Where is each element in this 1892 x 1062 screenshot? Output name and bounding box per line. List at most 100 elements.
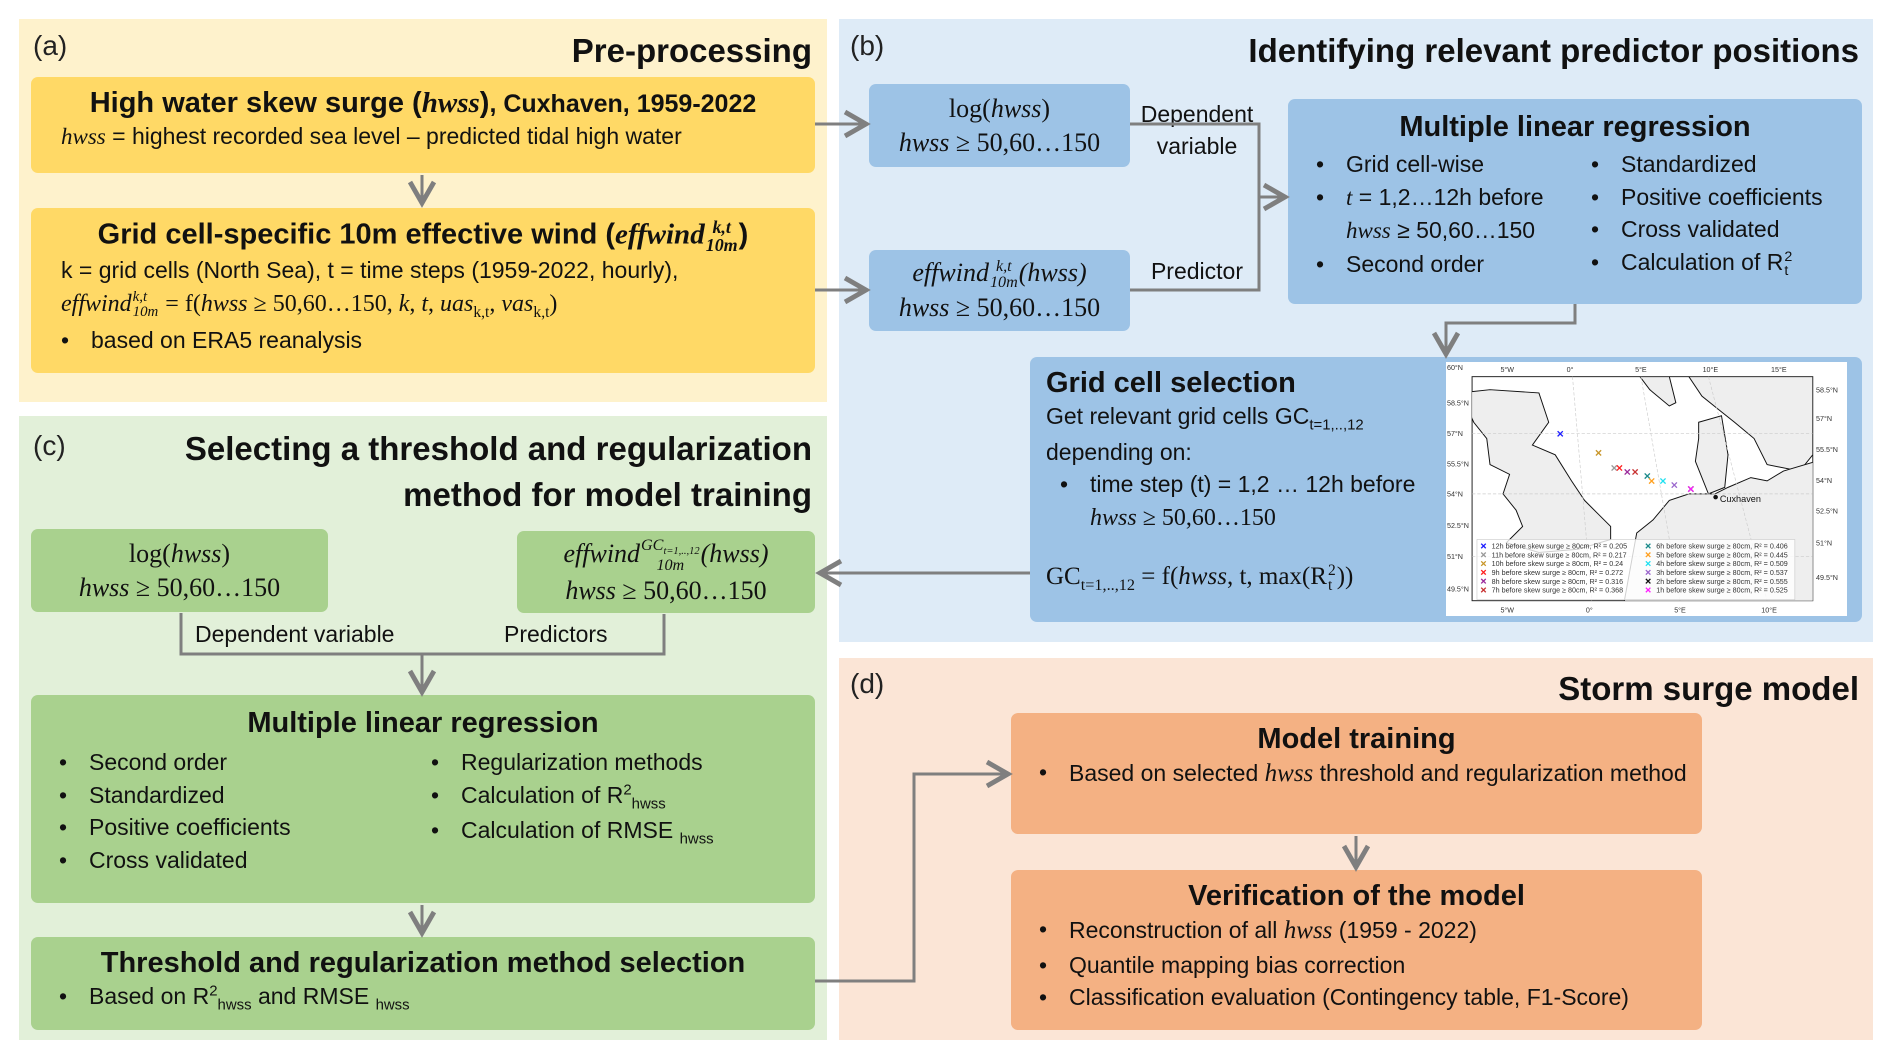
lat-label-left: 49.5°N bbox=[1447, 586, 1469, 594]
lat-label-right: 51°N bbox=[1816, 539, 1832, 547]
lat-label-right: 54°N bbox=[1816, 477, 1832, 485]
c-log-hwss-box: log(hwss) hwss ≥ 50,60…150 bbox=[31, 529, 328, 612]
lat-label-left: 55.5°N bbox=[1447, 461, 1469, 469]
lat-label-left: 51°N bbox=[1447, 553, 1463, 561]
b-mlr-title: Multiple linear regression bbox=[1399, 111, 1751, 143]
effwind-title: Grid cell-specific 10m effective wind (e… bbox=[97, 217, 749, 255]
legend-marker-icon bbox=[1645, 552, 1651, 558]
c-mlr-title: Multiple linear regression bbox=[247, 707, 599, 739]
list-item: • Standardized bbox=[1591, 151, 1757, 177]
grid-cell-marker bbox=[1616, 464, 1623, 472]
lat-label-left: 58.5°N bbox=[1447, 399, 1469, 407]
list-item: • Based on R2hwss and RMSE hwss bbox=[59, 982, 410, 1014]
list-item: • Quantile mapping bias correction bbox=[1039, 951, 1406, 978]
list-item: • Regularization methods bbox=[431, 749, 703, 775]
panel-d-label: (d) bbox=[850, 668, 885, 699]
legend-marker-icon bbox=[1480, 578, 1487, 584]
effwind-box: Grid cell-specific 10m effective wind (e… bbox=[31, 208, 815, 373]
effwind-equation: effwind k,t 10m = f(hwss ≥ 50,60…150, k, t… bbox=[61, 289, 558, 321]
lon-label-top: 0° bbox=[1567, 366, 1574, 374]
legend-entry: 9h before skew surge ≥ 80cm, R² = 0.272 bbox=[1492, 569, 1624, 577]
panel-c-title-line2: method for model training bbox=[403, 476, 812, 514]
list-item: • Positive coefficients bbox=[1591, 183, 1823, 210]
list-item: • Reconstruction of all hwss (1959 - 2022… bbox=[1039, 916, 1477, 944]
hwss-box: High water skew surge (hwss), Cuxhaven, … bbox=[31, 77, 815, 173]
panel-c-label: (c) bbox=[33, 430, 66, 461]
threshold-title: Threshold and regularization method sele… bbox=[100, 947, 746, 979]
hwss-title: High water skew surge (hwss), Cuxhaven, … bbox=[89, 87, 757, 119]
c-mlr-right-list: • Regularization methods • Calculation of … bbox=[417, 746, 714, 877]
lon-label-bottom: 5°W bbox=[1500, 607, 1514, 615]
lat-label-left: 60°N bbox=[1447, 364, 1463, 372]
grid-selection-line2: depending on: bbox=[1046, 438, 1192, 465]
b-mlr-left-list: • Grid cell-wise • t = 1,2…12h before hwss… bbox=[1302, 148, 1577, 281]
b-log-hwss-box: log(hwss) hwss ≥ 50,60…150 bbox=[869, 84, 1130, 167]
lat-label-right: 57°N bbox=[1816, 415, 1832, 423]
legend-marker-icon bbox=[1480, 560, 1487, 567]
lat-label-left: 54°N bbox=[1447, 490, 1463, 498]
legend-entry: 12h before skew surge ≥ 80cm, R² = 0.205 bbox=[1492, 543, 1627, 551]
list-item: • t = 1,2…12h before bbox=[1316, 183, 1544, 210]
grid-cell-marker bbox=[1644, 472, 1651, 480]
lon-label-bottom: 10°E bbox=[1761, 607, 1777, 615]
lat-label-right: 52.5°N bbox=[1816, 507, 1838, 515]
lon-label-top: 15°E bbox=[1771, 366, 1787, 374]
hwss-definition: hwss = highest recorded sea level – pred… bbox=[61, 123, 682, 149]
legend-entry: 1h before skew surge ≥ 80cm, R² = 0.525 bbox=[1656, 587, 1788, 595]
legend-entry: 8h before skew surge ≥ 80cm, R² = 0.316 bbox=[1492, 578, 1624, 586]
panel-b-title: Identifying relevant predictor positions bbox=[1248, 32, 1859, 69]
legend-marker-icon bbox=[1645, 578, 1651, 584]
model-verification-box: Verification of the model • Reconstructio… bbox=[1011, 870, 1702, 1030]
cuxhaven-label: Cuxhaven bbox=[1720, 494, 1761, 504]
verification-title: Verification of the model bbox=[1188, 880, 1525, 912]
grid-selection-equation: GCt=1,..,12 = f(hwss, t, max(R 2 t)) bbox=[1046, 561, 1354, 595]
lat-label-left: 57°N bbox=[1447, 430, 1463, 438]
lon-label-bottom: 0° bbox=[1586, 607, 1593, 615]
panel-b-label: (b) bbox=[850, 30, 885, 61]
legend-entry: 7h before skew surge ≥ 80cm, R² = 0.368 bbox=[1492, 587, 1624, 595]
dependent-variable-label: Dependent variable bbox=[1140, 101, 1254, 160]
lon-label-top: 5°W bbox=[1500, 366, 1514, 374]
model-training-title: Model training bbox=[1257, 723, 1456, 755]
list-item: • Positive coefficients bbox=[59, 814, 291, 841]
c-mlr-left-list: • Second order • Standardized • Positive co… bbox=[45, 746, 417, 877]
legend-marker-icon bbox=[1480, 569, 1487, 576]
lon-label-top: 10°E bbox=[1703, 366, 1719, 374]
legend-entry: 11h before skew surge ≥ 80cm, R² = 0.217 bbox=[1492, 551, 1627, 559]
legend-marker-icon bbox=[1645, 587, 1651, 593]
b-mlr-right-list: • Standardized • Positive coefficients • Cr… bbox=[1577, 148, 1823, 281]
map-legend bbox=[1476, 539, 1796, 601]
legend-marker-icon bbox=[1480, 552, 1487, 558]
era5-bullet: • based on ERA5 reanalysis bbox=[61, 326, 363, 353]
legend-marker-icon bbox=[1480, 587, 1487, 593]
list-item: • Standardized bbox=[59, 781, 225, 808]
grid-cell-marker bbox=[1687, 486, 1694, 493]
panel-a-title: Pre-processing bbox=[571, 32, 812, 69]
grid-cell-marker bbox=[1659, 477, 1667, 485]
legend-marker-icon bbox=[1645, 543, 1651, 549]
legend-marker-icon bbox=[1480, 543, 1487, 549]
list-item: • Cross validated bbox=[59, 846, 248, 873]
grid-cell-marker bbox=[1648, 477, 1655, 485]
threshold-selection-box: Threshold and regularization method sele… bbox=[31, 937, 815, 1030]
legend-entry: 4h before skew surge ≥ 80cm, R² = 0.509 bbox=[1656, 560, 1788, 568]
b-mlr-box: Multiple linear regression • Grid cell-wi… bbox=[1288, 99, 1862, 304]
effwind-variables: k = grid cells (North Sea), t = time ste… bbox=[61, 256, 679, 283]
legend-entry: 2h before skew surge ≥ 80cm, R² = 0.555 bbox=[1656, 578, 1788, 586]
denmark-land bbox=[1694, 415, 1729, 495]
map-svg: 5°W 0° 5°E 10°E 15°E 5°W 0° 5°E 10°E 60°N 58.5°N 57… bbox=[1447, 364, 1838, 615]
list-item: • Calculation of R2hwss bbox=[431, 781, 666, 813]
c-dependent-variable-label: Dependent variable bbox=[195, 621, 395, 647]
panel-d-title: Storm surge model bbox=[1558, 670, 1859, 707]
list-item: • Classification evaluation (Contingency … bbox=[1039, 984, 1629, 1011]
legend-marker-icon bbox=[1645, 560, 1651, 567]
panel-a-label: (a) bbox=[33, 30, 68, 61]
grid-cell-marker bbox=[1595, 449, 1602, 456]
legend-entry: 5h before skew surge ≥ 80cm, R² = 0.445 bbox=[1656, 551, 1788, 559]
grid-selection-line1: Get relevant grid cells GCt=1,..,12 bbox=[1046, 403, 1364, 434]
lat-label-right: 58.5°N bbox=[1816, 386, 1838, 394]
lon-label-top: 5°E bbox=[1635, 366, 1647, 374]
list-item: • Cross validated bbox=[1591, 216, 1780, 243]
c-mlr-box: Multiple linear regression • Second order… bbox=[31, 695, 815, 903]
